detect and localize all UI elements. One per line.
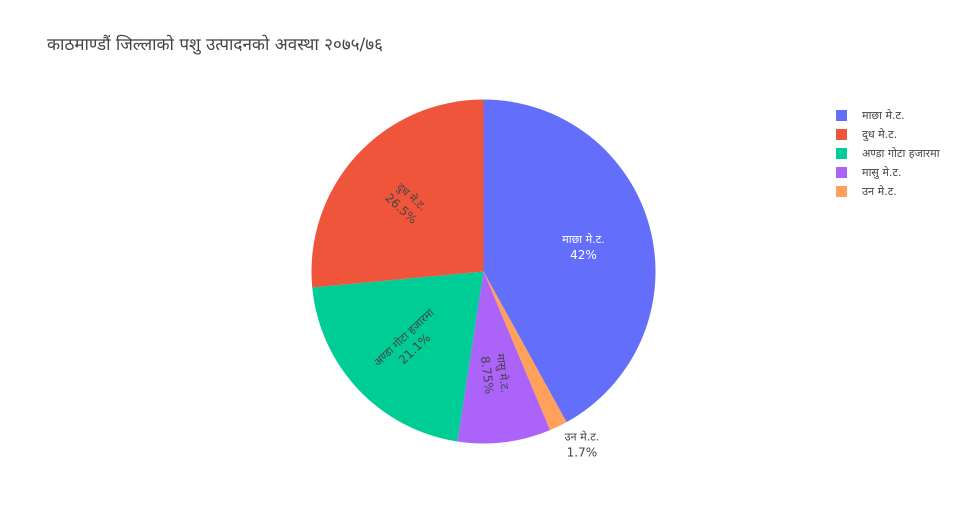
legend-swatch — [836, 167, 847, 178]
legend-swatch — [836, 186, 847, 197]
legend-label: मासु मे.ट. — [862, 166, 902, 179]
pie-slice[interactable] — [457, 271, 551, 444]
legend-swatch — [836, 129, 847, 140]
legend-label: उन मे.ट. — [862, 185, 897, 198]
legend-item-eggs[interactable]: अण्डा गोटा हजारमा — [836, 144, 940, 163]
slice-label-name: उन मे.ट. — [565, 431, 600, 444]
pie-slice[interactable] — [311, 99, 484, 288]
chart-title: काठमाण्डौं जिल्लाको पशु उत्पादनको अवस्था… — [47, 35, 383, 55]
legend-item-wool[interactable]: उन मे.ट. — [836, 182, 940, 201]
slice-label: उन मे.ट. 1.7% — [565, 431, 600, 460]
slice-label-name: मासु मे.ट. — [494, 353, 512, 394]
legend-swatch — [836, 148, 847, 159]
slice-label: मासु मे.ट.8.75% — [478, 353, 512, 395]
legend-swatch — [836, 110, 847, 121]
slice-label: माछा मे.ट. 42% — [562, 233, 605, 262]
slice-label-percent: 8.75% — [478, 355, 497, 395]
slice-label-name: माछा मे.ट. — [562, 233, 605, 246]
pie-slice[interactable] — [312, 271, 484, 442]
pie-slice[interactable] — [483, 99, 656, 423]
legend-item-milk[interactable]: दुध मे.ट. — [836, 125, 940, 144]
legend-label: माछा मे.ट. — [862, 109, 905, 122]
legend: माछा मे.ट. दुध मे.ट. अण्डा गोटा हजारमा म… — [836, 106, 940, 201]
legend-label: अण्डा गोटा हजारमा — [862, 147, 940, 160]
slice-label-percent: 42% — [570, 248, 597, 262]
slice-label-percent: 1.7% — [567, 446, 598, 460]
pie-slice[interactable] — [483, 271, 567, 431]
legend-item-meat[interactable]: मासु मे.ट. — [836, 163, 940, 182]
legend-item-fish[interactable]: माछा मे.ट. — [836, 106, 940, 125]
legend-label: दुध मे.ट. — [862, 128, 898, 141]
